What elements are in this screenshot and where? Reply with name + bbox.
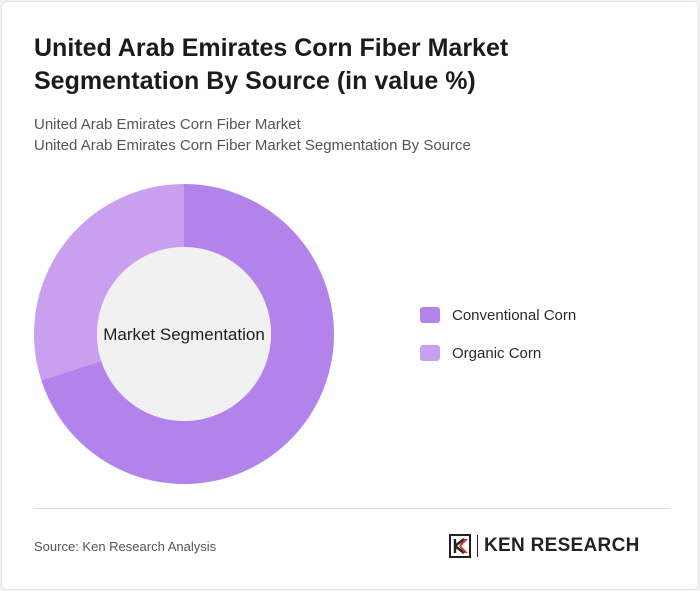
chart-subtitle: United Arab Emirates Corn Fiber Market U… <box>34 114 471 156</box>
slice-organic-corn <box>33 184 184 381</box>
ken-research-logo: KEN RESEARCH <box>449 532 640 560</box>
legend-item-organic-corn: Organic Corn <box>420 343 576 363</box>
subtitle-line-1: United Arab Emirates Corn Fiber Market <box>34 116 301 133</box>
slice-conventional-corn <box>41 184 334 484</box>
legend-label-organic-corn: Organic Corn <box>452 344 542 362</box>
chart-legend: Conventional Corn Organic Corn <box>420 305 576 381</box>
subtitle-line-2: United Arab Emirates Corn Fiber Market S… <box>34 137 471 154</box>
legend-swatch-organic-corn <box>420 345 440 361</box>
legend-label-conventional-corn: Conventional Corn <box>452 306 577 324</box>
footer-divider <box>34 508 670 509</box>
center-label: Market Segmentation <box>103 325 265 344</box>
logo-separator <box>477 535 478 557</box>
chart-title: United Arab Emirates Corn Fiber Market S… <box>34 34 509 95</box>
donut-chart: Market Segmentation <box>33 184 334 484</box>
source-note: Source: Ken Research Analysis <box>34 539 217 554</box>
legend-swatch-conventional-corn <box>420 307 440 323</box>
ken-research-logo-icon <box>449 534 471 558</box>
donut-hole <box>97 247 271 421</box>
legend-item-conventional-corn: Conventional Corn <box>420 305 576 325</box>
logo-text: KEN RESEARCH <box>484 535 640 556</box>
